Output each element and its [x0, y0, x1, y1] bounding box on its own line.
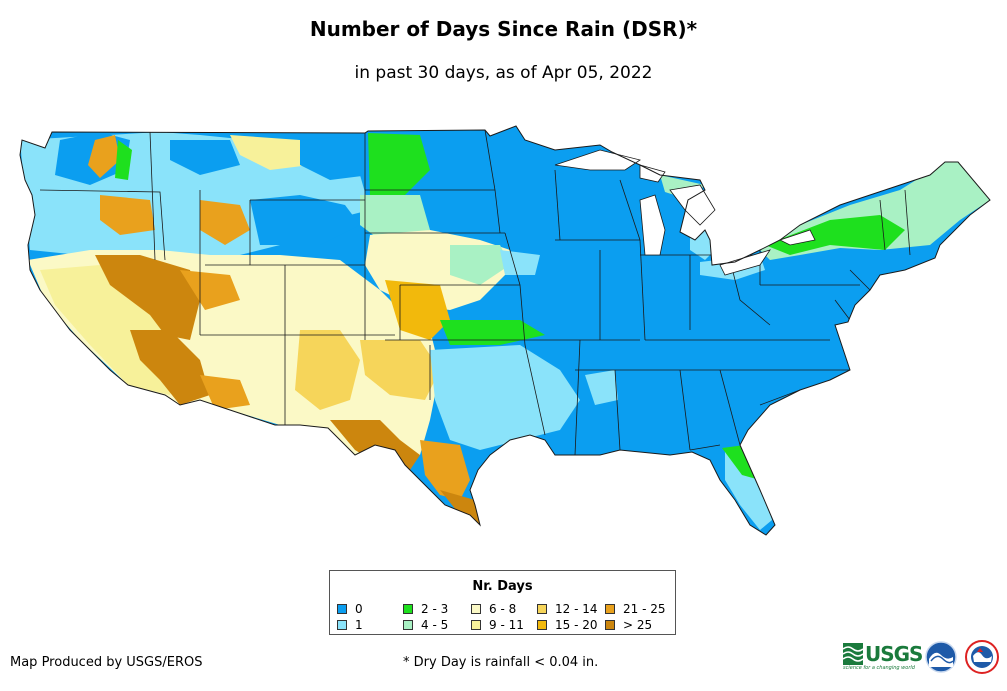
legend-label: 12 - 14 — [555, 602, 598, 616]
noaa-logo-icon — [925, 641, 957, 673]
legend-label: 15 - 20 — [555, 618, 598, 632]
legend-label: 1 — [355, 618, 363, 632]
legend-item-4: 6 - 8 — [471, 602, 516, 616]
legend-label: 4 - 5 — [421, 618, 449, 632]
legend-item-6: 12 - 14 — [537, 602, 598, 616]
legend-item-7: 15 - 20 — [537, 618, 598, 632]
legend-item-3: 4 - 5 — [403, 618, 448, 632]
legend-item-2: 2 - 3 — [403, 602, 448, 616]
legend-swatch — [337, 620, 347, 630]
legend-swatch — [403, 620, 413, 630]
legend-label: 0 — [355, 602, 363, 616]
legend-title: Nr. Days — [472, 579, 533, 594]
legend-item-5: 9 - 11 — [471, 618, 524, 632]
legend-swatch — [471, 604, 481, 614]
agency-logos: USGS science for a changing world — [843, 638, 1003, 676]
legend-label: 21 - 25 — [623, 602, 666, 616]
legend-item-0: 0 — [337, 602, 363, 616]
legend-label: 9 - 11 — [489, 618, 524, 632]
map-subtitle: in past 30 days, as of Apr 05, 2022 — [354, 63, 653, 83]
map-title: Number of Days Since Rain (DSR)* — [309, 17, 698, 41]
legend-item-8: 21 - 25 — [605, 602, 666, 616]
legend-swatch — [605, 604, 615, 614]
legend-swatch — [337, 604, 347, 614]
legend-swatch — [471, 620, 481, 630]
usgs-tagline: science for a changing world — [843, 665, 915, 671]
us-dsr-map — [19, 125, 991, 536]
legend-label: 6 - 8 — [489, 602, 517, 616]
legend-item-1: 1 — [337, 618, 363, 632]
dry-day-note: * Dry Day is rainfall < 0.04 in. — [403, 655, 599, 670]
credit-text: Map Produced by USGS/EROS — [10, 655, 203, 670]
legend-label: > 25 — [623, 618, 653, 632]
usgs-wave-icon — [843, 643, 863, 665]
legend-swatch — [605, 620, 615, 630]
legend-swatch — [537, 604, 547, 614]
nws-logo-icon — [965, 640, 999, 674]
legend-item-9: > 25 — [605, 618, 652, 632]
legend-swatch — [403, 604, 413, 614]
legend-label: 2 - 3 — [421, 602, 449, 616]
usgs-logo-text: USGS — [865, 642, 923, 666]
legend-box: Nr. Days 0 1 2 - 3 4 - 5 6 - 8 9 - 11 12… — [329, 570, 676, 635]
legend-swatch — [537, 620, 547, 630]
